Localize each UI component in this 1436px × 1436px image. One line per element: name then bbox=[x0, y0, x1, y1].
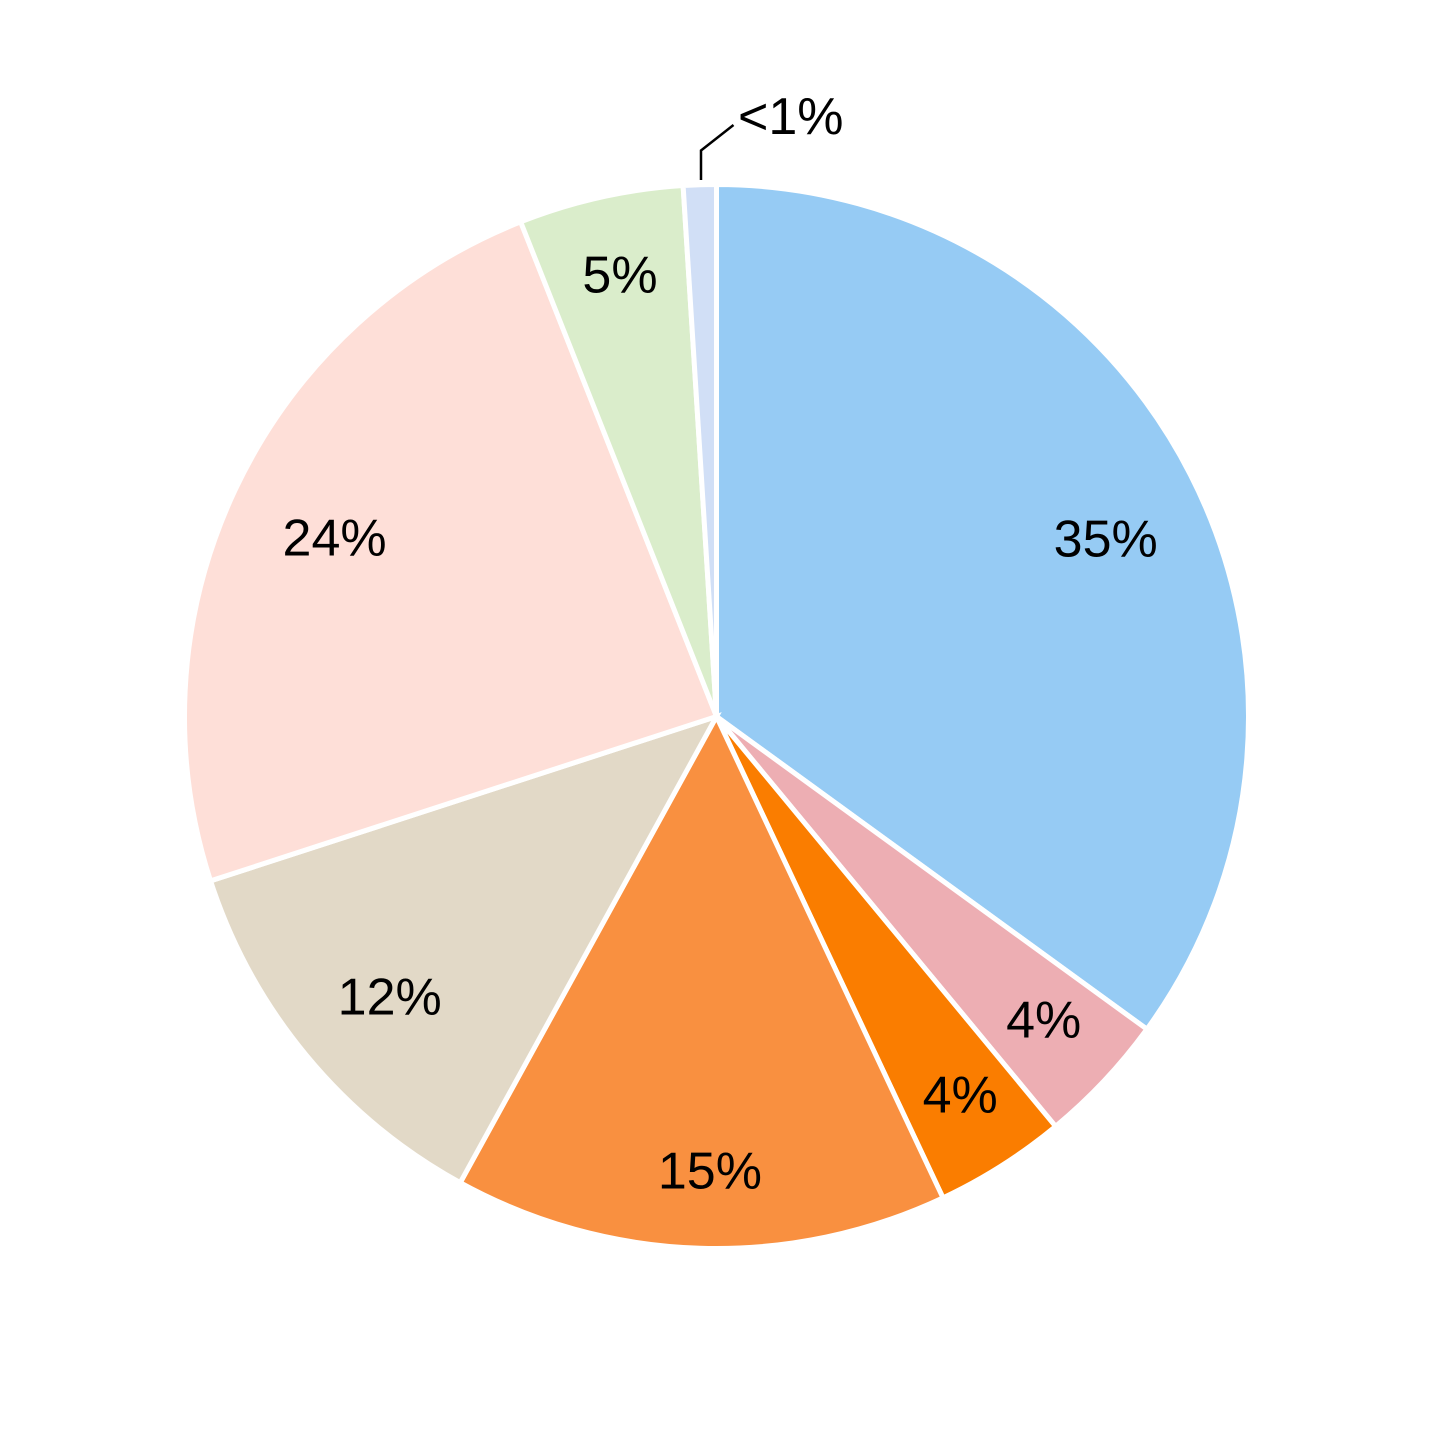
pie-slice-1-7 bbox=[680, 181, 719, 717]
slice-label-4: 12% bbox=[338, 969, 442, 1027]
slice-label-2: 4% bbox=[923, 1067, 998, 1125]
pie-slice-12-4 bbox=[207, 712, 722, 1187]
callout-line bbox=[699, 124, 735, 180]
slice-label-0: 35% bbox=[1054, 511, 1158, 569]
pie-slices bbox=[182, 181, 1251, 1251]
slice-label-6: 5% bbox=[582, 247, 657, 305]
pie-slice-15-3 bbox=[456, 710, 947, 1251]
slice-label-1: 4% bbox=[1006, 992, 1081, 1050]
slice-label-5: 24% bbox=[283, 510, 387, 568]
pie-labels: 35% 4%4% 15% 12% 24% 5% bbox=[283, 247, 1158, 1201]
slice-label-3: 15% bbox=[658, 1143, 762, 1201]
pie-slice-5-6 bbox=[517, 182, 719, 718]
pie-slice-35-0 bbox=[714, 181, 1251, 1033]
callout-label: <1% bbox=[738, 88, 844, 146]
